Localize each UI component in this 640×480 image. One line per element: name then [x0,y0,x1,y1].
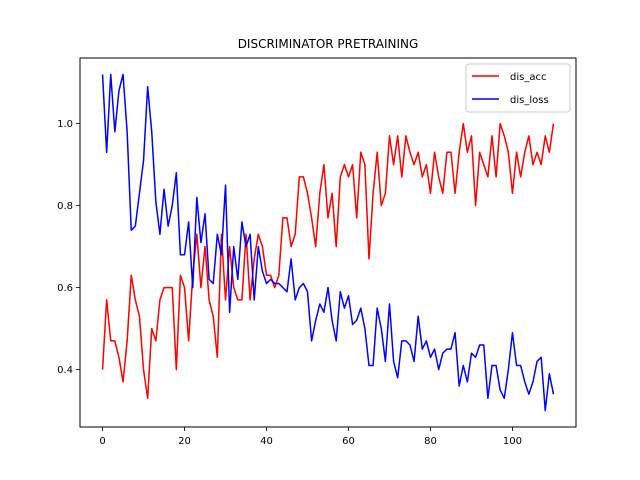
x-tick-label: 20 [178,436,191,447]
x-tick-label: 40 [260,436,273,447]
plot-area: 0 20 40 60 80 100 0.4 0.6 0.8 1.0 [57,57,577,447]
x-tick-label: 0 [99,436,105,447]
chart-title: DISCRIMINATOR PRETRAINING [238,37,419,51]
x-tick-label: 100 [503,436,522,447]
axes-frame [79,57,577,428]
y-axis: 0.4 0.6 0.8 1.0 [57,119,80,376]
x-tick-label: 80 [424,436,437,447]
y-tick-label: 0.6 [57,283,73,294]
y-tick-label: 1.0 [57,119,73,130]
x-tick-label: 60 [342,436,355,447]
y-tick-label: 0.8 [57,201,73,212]
y-tick-label: 0.4 [57,365,73,376]
x-axis: 0 20 40 60 80 100 [99,427,522,447]
legend-label-dis-acc: dis_acc [510,72,546,83]
series-line-dis-loss [101,73,555,412]
series-group [101,73,555,412]
series-line-dis-acc [101,122,555,400]
legend-label-dis-loss: dis_loss [510,95,549,106]
legend: dis_acc dis_loss [465,63,571,113]
